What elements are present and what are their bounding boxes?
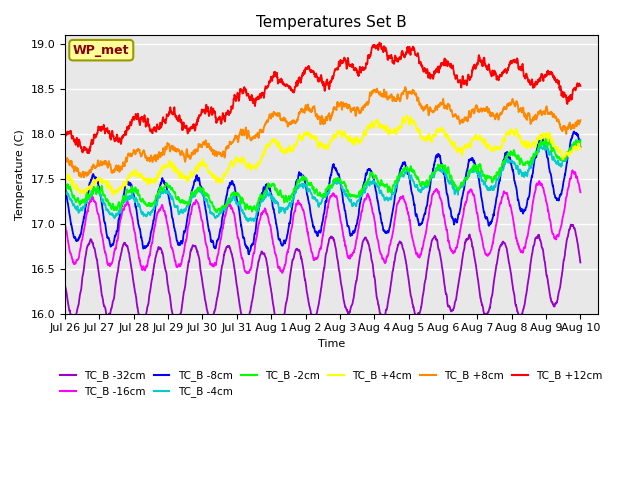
TC_B -32cm: [472, 266, 480, 272]
TC_B -16cm: [349, 251, 356, 256]
TC_B -8cm: [472, 166, 480, 171]
TC_B -4cm: [244, 218, 252, 224]
TC_B +8cm: [546, 111, 554, 117]
TC_B +12cm: [205, 113, 213, 119]
TC_B -8cm: [338, 187, 346, 192]
TC_B -4cm: [545, 152, 553, 158]
TC_B -2cm: [213, 210, 221, 216]
TC_B +4cm: [61, 180, 69, 186]
TC_B -2cm: [205, 193, 212, 199]
TC_B +8cm: [61, 159, 69, 165]
Y-axis label: Temperature (C): Temperature (C): [15, 129, 25, 220]
TC_B -32cm: [349, 300, 356, 306]
TC_B -32cm: [205, 313, 212, 319]
Text: WP_met: WP_met: [73, 44, 129, 57]
TC_B -2cm: [61, 180, 69, 186]
Line: TC_B -2cm: TC_B -2cm: [65, 139, 580, 213]
TC_B -32cm: [577, 260, 584, 265]
TC_B +12cm: [349, 63, 356, 69]
TC_B +8cm: [401, 84, 409, 90]
TC_B -16cm: [545, 216, 553, 221]
Title: Temperatures Set B: Temperatures Set B: [256, 15, 406, 30]
TC_B -16cm: [338, 221, 346, 227]
Line: TC_B -8cm: TC_B -8cm: [65, 132, 580, 254]
TC_B +4cm: [473, 135, 481, 141]
TC_B -4cm: [338, 184, 346, 190]
TC_B -16cm: [531, 189, 539, 195]
TC_B -2cm: [531, 152, 539, 157]
TC_B -8cm: [545, 166, 553, 172]
TC_B -8cm: [577, 144, 584, 150]
TC_B -16cm: [577, 190, 584, 195]
TC_B +4cm: [349, 141, 356, 146]
TC_B -32cm: [545, 288, 553, 294]
TC_B -16cm: [472, 207, 480, 213]
TC_B +8cm: [473, 102, 481, 108]
TC_B +12cm: [61, 130, 69, 136]
Line: TC_B -16cm: TC_B -16cm: [65, 170, 580, 273]
TC_B +8cm: [205, 142, 213, 147]
TC_B -4cm: [531, 151, 539, 157]
TC_B +12cm: [376, 40, 383, 46]
Line: TC_B +4cm: TC_B +4cm: [65, 115, 580, 195]
TC_B -4cm: [577, 137, 584, 143]
TC_B +4cm: [546, 131, 554, 137]
TC_B +8cm: [349, 106, 356, 112]
TC_B +8cm: [531, 112, 539, 118]
TC_B -32cm: [567, 222, 575, 228]
TC_B +12cm: [546, 70, 554, 76]
TC_B -8cm: [61, 183, 69, 189]
Line: TC_B +8cm: TC_B +8cm: [65, 87, 580, 178]
Line: TC_B +12cm: TC_B +12cm: [65, 43, 580, 153]
TC_B +12cm: [531, 80, 539, 85]
TC_B -4cm: [472, 169, 480, 175]
TC_B -2cm: [349, 193, 356, 199]
X-axis label: Time: Time: [317, 339, 345, 349]
TC_B +12cm: [85, 150, 93, 156]
TC_B +4cm: [403, 112, 410, 118]
TC_B -4cm: [205, 204, 212, 210]
TC_B -16cm: [243, 270, 251, 276]
TC_B -16cm: [205, 256, 212, 262]
TC_B +8cm: [80, 175, 88, 180]
TC_B -32cm: [61, 282, 69, 288]
TC_B -8cm: [244, 252, 252, 257]
TC_B -8cm: [570, 129, 578, 134]
Legend: TC_B -32cm, TC_B -16cm, TC_B -8cm, TC_B -4cm, TC_B -2cm, TC_B +4cm, TC_B +8cm, T: TC_B -32cm, TC_B -16cm, TC_B -8cm, TC_B …: [56, 366, 607, 401]
TC_B -2cm: [545, 136, 552, 142]
Line: TC_B -4cm: TC_B -4cm: [65, 140, 580, 221]
TC_B +4cm: [338, 131, 346, 137]
TC_B +4cm: [109, 192, 116, 198]
TC_B -32cm: [338, 283, 346, 288]
TC_B +4cm: [577, 146, 584, 152]
TC_B +8cm: [338, 104, 346, 109]
TC_B +8cm: [577, 117, 584, 123]
TC_B -4cm: [61, 189, 69, 195]
TC_B +4cm: [531, 144, 539, 150]
TC_B -32cm: [276, 327, 284, 333]
Line: TC_B -32cm: TC_B -32cm: [65, 225, 580, 330]
TC_B -8cm: [531, 153, 539, 158]
TC_B -2cm: [338, 180, 346, 186]
TC_B -8cm: [205, 227, 212, 232]
TC_B -32cm: [531, 237, 539, 243]
TC_B -2cm: [472, 162, 480, 168]
TC_B +12cm: [338, 59, 346, 64]
TC_B +12cm: [473, 61, 481, 67]
TC_B +4cm: [205, 168, 213, 174]
TC_B -16cm: [569, 168, 577, 173]
TC_B -16cm: [61, 221, 69, 227]
TC_B -2cm: [546, 141, 554, 146]
TC_B -8cm: [349, 230, 356, 236]
TC_B +12cm: [577, 83, 584, 89]
TC_B -4cm: [349, 204, 356, 209]
TC_B -2cm: [577, 138, 584, 144]
